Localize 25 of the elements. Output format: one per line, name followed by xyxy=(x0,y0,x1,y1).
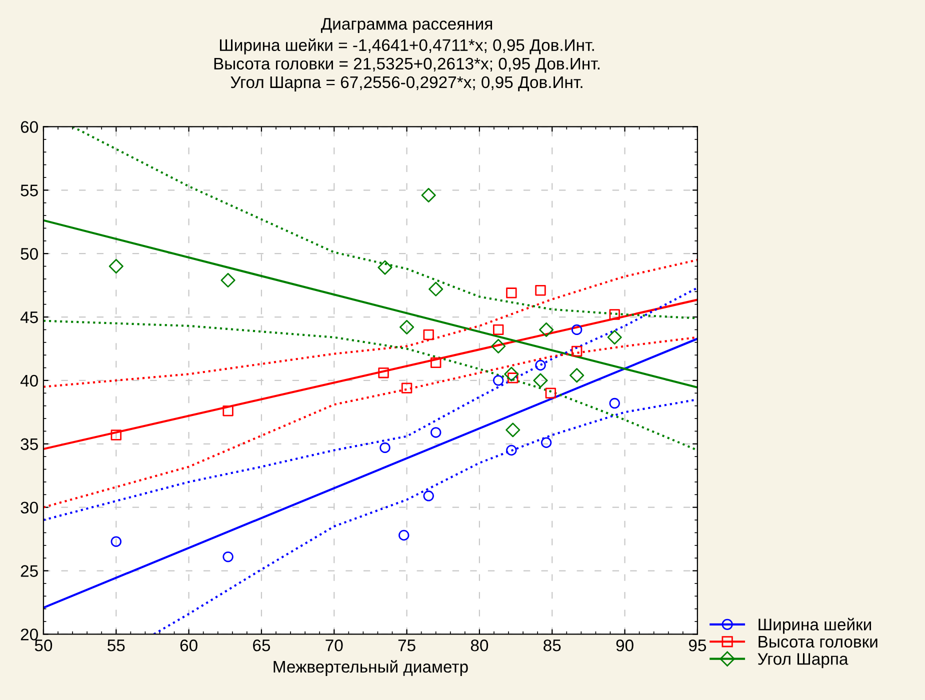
x-tick-label: 75 xyxy=(398,640,416,652)
x-tick-label: 50 xyxy=(34,640,52,652)
legend-label: Высота головки xyxy=(758,636,878,648)
x-tick-label: 70 xyxy=(326,640,343,652)
y-tick-label: 30 xyxy=(20,502,38,514)
x-tick-label: 80 xyxy=(470,640,488,652)
x-tick-label: 65 xyxy=(253,640,270,652)
chart-subtitle: Ширина шейки = -1,4641+0,4711*x; 0,95 Дов.Инт. Высота головки = 21,5325+0,2613*x; 0,95 Дов.Инт. Угол Шарпа = 67,2556-0,2927*x; 0,95 Дов.Инт. xyxy=(214,38,600,92)
y-tick-label: 45 xyxy=(20,312,38,324)
y-tick-label: 25 xyxy=(20,565,38,577)
legend-label: Ширина шейки xyxy=(758,618,871,634)
x-tick-label: 60 xyxy=(180,640,198,652)
x-axis-title: Межвертельный диаметр xyxy=(274,660,468,676)
x-tick-label: 90 xyxy=(616,640,634,652)
y-tick-label: 35 xyxy=(20,438,38,450)
chart-title: Диаграмма рассеяния xyxy=(320,18,492,34)
x-tick-label: 95 xyxy=(688,640,706,652)
y-tick-label: 60 xyxy=(20,121,38,133)
legend-label: Угол Шарпа xyxy=(758,653,848,668)
y-tick-label: 50 xyxy=(20,248,38,260)
x-tick-label: 55 xyxy=(108,640,125,652)
y-tick-label: 40 xyxy=(20,374,38,387)
y-tick-label: 55 xyxy=(20,184,38,196)
x-tick-label: 85 xyxy=(544,640,561,652)
y-tick-label: 20 xyxy=(20,628,38,640)
